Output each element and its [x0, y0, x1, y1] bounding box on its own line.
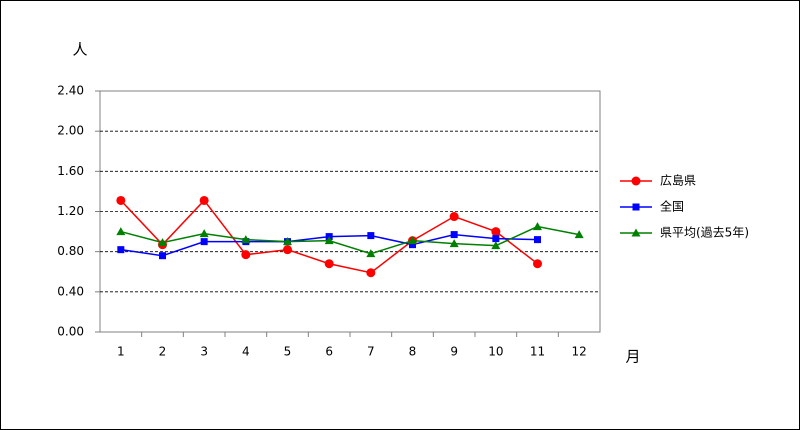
legend-label: 県平均(過去5年) — [660, 226, 749, 240]
y-tick-label: 0.00 — [57, 325, 84, 339]
y-tick-label: 0.40 — [57, 284, 84, 298]
marker — [241, 235, 251, 244]
marker — [492, 235, 500, 243]
marker — [574, 230, 584, 239]
marker — [324, 259, 334, 269]
marker — [632, 203, 640, 211]
marker — [200, 238, 208, 246]
marker — [491, 241, 501, 250]
y-axis-label: 人 — [72, 41, 87, 59]
marker — [159, 252, 166, 260]
x-tick-label: 12 — [572, 345, 587, 359]
marker — [366, 268, 376, 278]
x-tick-label: 7 — [367, 345, 375, 359]
marker — [533, 222, 542, 231]
marker — [631, 176, 641, 186]
marker — [533, 259, 542, 269]
y-tick-label: 2.40 — [57, 84, 84, 98]
marker — [116, 227, 126, 236]
y-tick-label: 1.60 — [57, 164, 84, 178]
series-line — [120, 225, 580, 255]
x-tick-label: 3 — [200, 345, 208, 359]
x-tick-label: 6 — [325, 345, 333, 359]
marker — [408, 236, 417, 245]
marker — [241, 250, 251, 260]
marker — [450, 231, 458, 239]
x-tick-label: 11 — [530, 345, 545, 359]
x-tick-label: 4 — [242, 345, 250, 359]
marker — [199, 195, 209, 205]
marker — [283, 245, 292, 255]
x-tick-label: 5 — [284, 345, 292, 359]
legend-label: 全国 — [660, 199, 684, 214]
y-tick-label: 0.80 — [57, 244, 84, 258]
marker — [534, 236, 541, 244]
y-tick-label: 1.20 — [57, 204, 84, 218]
marker — [409, 241, 416, 249]
marker — [324, 236, 334, 245]
marker — [449, 212, 459, 222]
marker — [116, 195, 126, 205]
marker — [631, 228, 641, 237]
marker — [117, 246, 125, 254]
x-tick-label: 10 — [488, 345, 503, 359]
marker — [491, 227, 501, 237]
marker — [367, 232, 375, 240]
x-tick-label: 9 — [450, 345, 458, 359]
x-axis-label: 月 — [625, 348, 640, 366]
x-tick-label: 2 — [159, 345, 167, 359]
marker — [366, 249, 376, 258]
marker — [158, 238, 167, 247]
marker — [283, 237, 292, 246]
x-tick-label: 1 — [117, 345, 125, 359]
marker — [199, 229, 209, 238]
x-tick-label: 8 — [409, 345, 417, 359]
legend-label: 広島県 — [660, 173, 696, 188]
marker — [449, 239, 459, 248]
y-tick-label: 2.00 — [57, 124, 84, 138]
